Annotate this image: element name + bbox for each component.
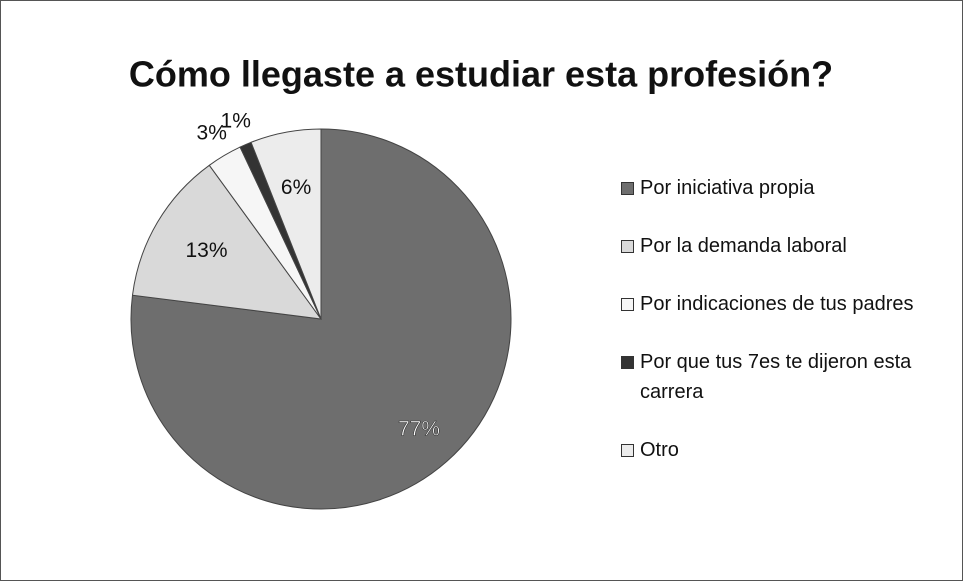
- data-label: 6%: [281, 176, 311, 199]
- legend-item: Por que tus 7es te dijeron esta carrera: [621, 347, 951, 407]
- legend-item: Por la demanda laboral: [621, 231, 951, 261]
- legend-item: Otro: [621, 435, 951, 465]
- pie-slice: [131, 164, 323, 320]
- chart-title: Cómo llegaste a estudiar esta profesión?: [129, 54, 833, 95]
- legend-label: Por que tus 7es te dijeron esta carrera: [640, 351, 912, 403]
- data-label: 3%: [197, 122, 227, 145]
- pie-slice: [250, 128, 322, 320]
- legend-label: Otro: [640, 439, 679, 461]
- legend: Por iniciativa propia Por la demanda labo…: [621, 173, 951, 493]
- legend-item: Por indicaciones de tus padres: [621, 289, 951, 319]
- legend-item: Por iniciativa propia: [621, 173, 951, 203]
- legend-swatch: [621, 356, 634, 369]
- legend-label: Por iniciativa propia: [640, 177, 815, 199]
- legend-swatch: [621, 298, 634, 311]
- legend-label: Por la demanda laboral: [640, 235, 847, 257]
- legend-swatch: [621, 240, 634, 253]
- legend-swatch: [621, 444, 634, 457]
- data-label: 1%: [221, 110, 251, 133]
- legend-swatch: [621, 182, 634, 195]
- pie-slice: [130, 128, 512, 510]
- legend-label: Por indicaciones de tus padres: [640, 293, 914, 315]
- data-label: 13%: [186, 239, 228, 262]
- data-label: 77%: [398, 418, 440, 441]
